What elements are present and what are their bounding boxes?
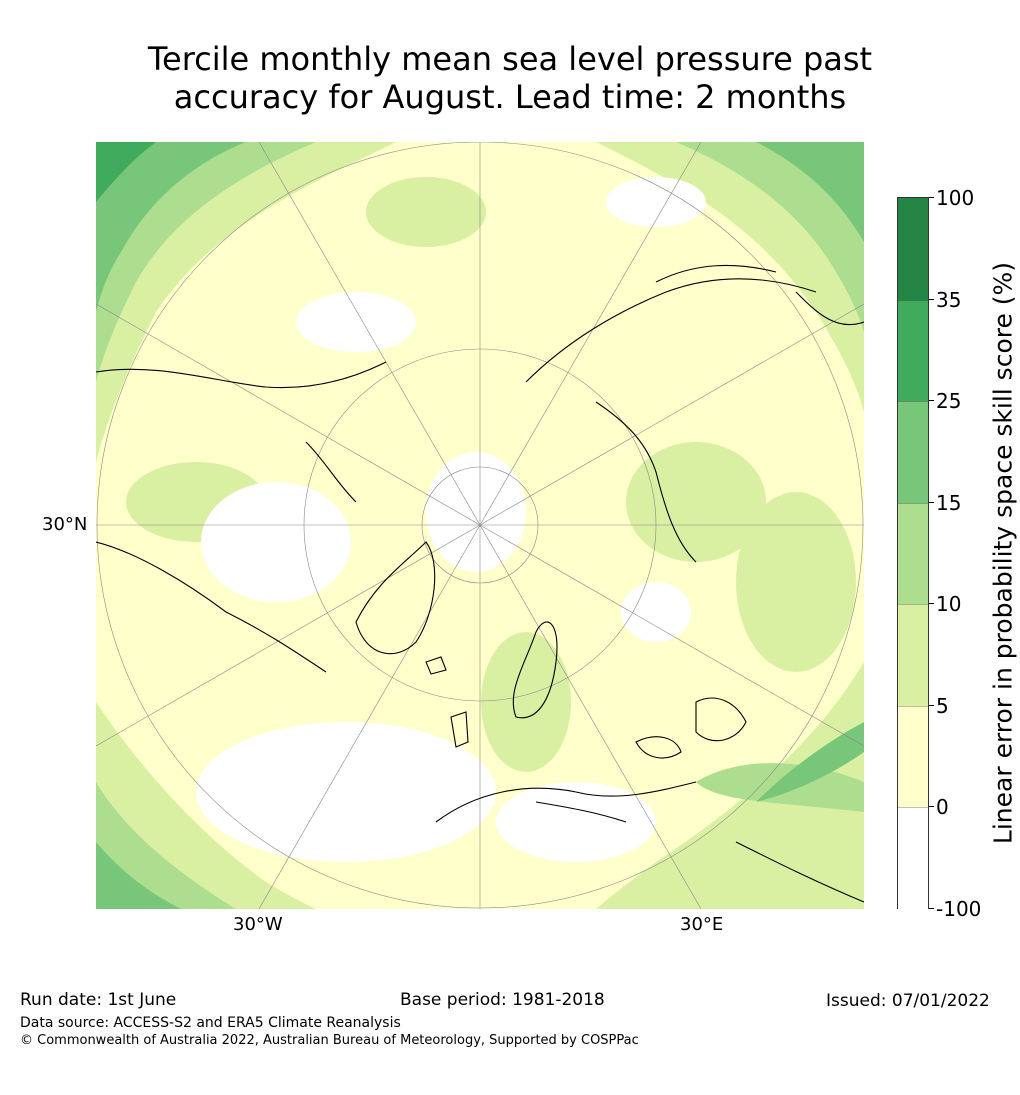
map-title: Tercile monthly mean sea level pressure … [0,40,1020,116]
negative-patch-3 [201,482,351,602]
coastline-far-east [795,291,864,326]
skill-region-se-light [596,662,864,909]
meridian-e [96,303,481,526]
skill-patch-scandinavia [481,632,571,772]
colorbar-tick-0: 0 [936,795,949,819]
polar-map [96,142,864,909]
meridian-d [479,524,702,909]
colorbar-tick-35: 35 [936,288,962,312]
coastline-iceland [425,656,447,675]
meridian-g [96,524,481,747]
colorbar-bin-15-25 [898,401,928,503]
coastline-asia-south [735,841,864,903]
negative-patch-1 [606,177,706,227]
skill-patch-north [366,177,486,247]
negative-patch-5 [426,452,526,572]
coastline-greenland [355,541,436,655]
negative-patch-7 [496,782,656,862]
map-svg [96,142,864,909]
meridian-h [479,524,864,747]
meridian-a [258,142,481,526]
skill-patch-asia [626,442,766,562]
colorbar-tick-25: 25 [936,389,962,413]
coastline-caspian [695,697,747,742]
colorbar-tick-100: 100 [936,186,975,210]
colorbar-bin-5-10 [898,604,928,706]
coastline-black-sea [635,736,682,759]
coastline-europe [435,781,697,823]
colorbar-tick-15: 15 [936,491,962,515]
skill-region-nw-strong [96,142,246,312]
skill-patch-east [736,492,856,672]
data-source: Data source: ACCESS-S2 and ERA5 Climate … [20,1015,401,1031]
colorbar-bin-0-5 [898,706,928,807]
negative-patch-4 [196,722,496,862]
skill-region-ne-mid [676,142,864,332]
negative-patch-2 [296,292,416,352]
meridian-c [258,524,481,909]
colorbar-bin-10-15 [898,503,928,604]
coastlines [96,264,864,903]
title-line-2: accuracy for August. Lead time: 2 months [173,78,847,116]
coastline-east-siberia [655,264,777,283]
meridian-f [479,303,864,526]
run-date: Run date: 1st June [20,990,177,1010]
colorbar-tick-neg100: -100 [936,897,982,921]
skill-region-nw-top [96,142,156,202]
meridian-b [479,142,702,526]
coastline-britain [450,711,469,748]
colorbar-tick-5: 5 [936,694,949,718]
coastline-alaska [96,361,387,389]
skill-region-ne-strong [756,142,864,242]
coastline-siberia [525,278,817,383]
base-period: Base period: 1981-2018 [400,990,605,1010]
lon-label-30e: 30°E [680,914,724,935]
colorbar-tick-10: 10 [936,592,962,616]
lon-label-30w: 30°W [233,914,283,935]
title-line-1: Tercile monthly mean sea level pressure … [147,40,873,78]
copyright: © Commonwealth of Australia 2022, Austra… [20,1033,639,1048]
coastline-russia [595,401,697,563]
negative-patch-6 [621,582,691,642]
skill-region-sw-strong [96,842,181,909]
lat-label-30n: 30°N [42,514,88,535]
coastline-scandinavia [512,621,558,719]
colorbar-bin-25-35 [898,300,928,401]
colorbar-bin-neg100-0 [898,807,928,910]
colorbar-bin-35-100 [898,198,928,300]
colorbar [897,197,929,910]
coastline-mediterranean [535,801,627,823]
coastline-north-america [96,541,327,673]
issued-date: Issued: 07/01/2022 [826,991,990,1011]
colorbar-label: Linear error in probability space skill … [988,261,1018,845]
coastline-canada-arctic [305,441,357,503]
skill-region-se-strong [756,722,864,802]
